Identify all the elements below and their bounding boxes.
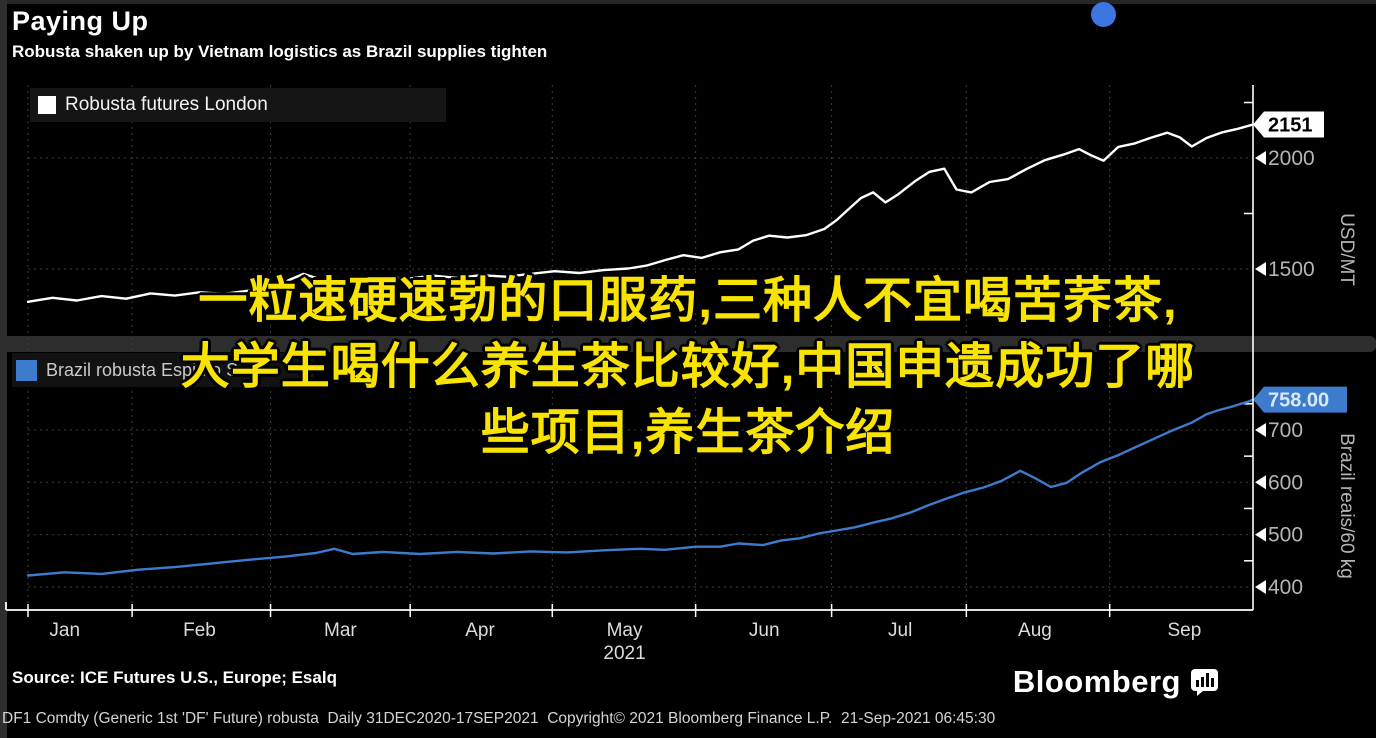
overlay-line-1: 一粒速硬速勃的口服药,三种人不宜喝苦荞茶, bbox=[198, 274, 1178, 328]
ytick-label: 500 bbox=[1268, 524, 1303, 547]
legend-swatch-blue bbox=[16, 359, 37, 381]
xtick-label-mar: Mar bbox=[324, 620, 357, 641]
legend-label-brazil: Brazil robusta Espirito Santo bbox=[46, 359, 274, 380]
legend-swatch-white bbox=[38, 96, 56, 114]
ytick-arrow bbox=[1255, 527, 1266, 542]
source-line: Source: ICE Futures U.S., Europe; Esalq bbox=[12, 668, 337, 687]
xtick-label-sep: Sep bbox=[1167, 620, 1201, 641]
last-value-tag bbox=[1253, 111, 1324, 138]
xtick-year-label: 2021 bbox=[603, 643, 645, 664]
overlay-line-3: 些项目,养生茶介绍 bbox=[480, 406, 896, 460]
legend-label-robusta: Robusta futures London bbox=[65, 94, 268, 115]
legend-robusta-futures: Robusta futures London bbox=[30, 88, 446, 122]
xtick-label-apr: Apr bbox=[465, 620, 495, 641]
series-line-blue bbox=[26, 398, 1255, 577]
last-value-text: 758.00 bbox=[1268, 390, 1329, 412]
panel-divider-bar bbox=[0, 336, 1376, 352]
y-axis-unit-label: USD/MT bbox=[1336, 213, 1357, 286]
last-value-text: 2151 bbox=[1268, 115, 1313, 137]
ytick-arrow bbox=[1255, 475, 1266, 490]
blue-dot bbox=[1091, 2, 1116, 27]
ytick-label: 600 bbox=[1268, 471, 1303, 494]
xtick-label-may: May bbox=[607, 620, 643, 641]
terminal-meta-line: DF1 Comdty (Generic 1st 'DF' Future) rob… bbox=[2, 710, 996, 727]
series-line-white bbox=[26, 123, 1255, 303]
bloomberg-wordmark: Bloomberg bbox=[1012, 664, 1181, 699]
left-border-strip bbox=[0, 0, 7, 738]
ytick-label: 400 bbox=[1268, 576, 1303, 599]
xtick-label-feb: Feb bbox=[183, 620, 216, 641]
xtick-label-aug: Aug bbox=[1018, 620, 1052, 641]
ytick-arrow bbox=[1255, 579, 1266, 594]
legend-brazil-robusta: Brazil robusta Espirito Santo bbox=[12, 353, 314, 387]
ytick-label: 1500 bbox=[1268, 258, 1315, 281]
ytick-arrow bbox=[1255, 261, 1266, 276]
bloomberg-terminal-icon bbox=[1191, 668, 1218, 696]
ytick-label: 700 bbox=[1268, 419, 1303, 442]
bloomberg-logo: Bloomberg bbox=[1013, 664, 1218, 700]
yellow-overlay-text: 一粒速硬速勃的口服药,三种人不宜喝苦荞茶, 大学生喝什么养生茶比较好,中国申遗成… bbox=[0, 268, 1376, 466]
ytick-label: 2000 bbox=[1268, 147, 1315, 170]
xtick-label-jan: Jan bbox=[49, 620, 80, 641]
ytick-arrow bbox=[1255, 422, 1266, 437]
last-value-tag bbox=[1253, 386, 1347, 413]
chart-title: Paying Up bbox=[12, 6, 149, 36]
top-border-strip bbox=[0, 0, 1376, 4]
xtick-label-jul: Jul bbox=[888, 620, 912, 641]
ytick-arrow bbox=[1255, 151, 1266, 166]
y-axis-unit-label: Brazil reais/60 kg bbox=[1336, 433, 1357, 579]
overlay-line-2: 大学生喝什么养生茶比较好,中国申遗成功了哪 bbox=[180, 340, 1196, 394]
chart-subtitle: Robusta shaken up by Vietnam logistics a… bbox=[12, 42, 548, 61]
xtick-label-jun: Jun bbox=[749, 620, 780, 641]
